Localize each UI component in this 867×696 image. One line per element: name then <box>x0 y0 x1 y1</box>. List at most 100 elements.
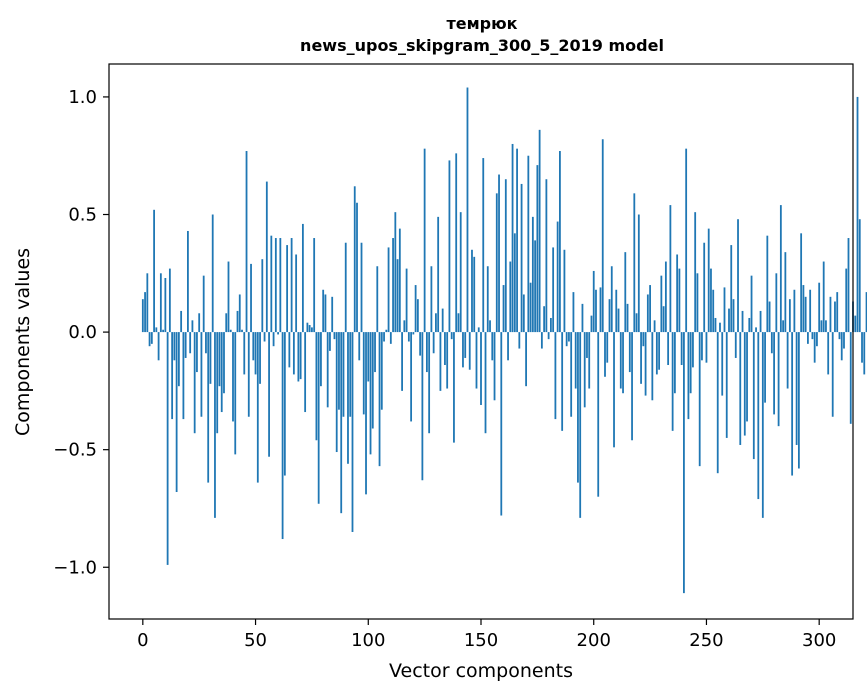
bar-134 <box>444 332 446 366</box>
bar-25 <box>198 313 201 333</box>
bar-109 <box>387 247 390 333</box>
bar-286 <box>786 332 789 389</box>
bar-40 <box>232 332 234 422</box>
bar-229 <box>658 332 661 370</box>
bar-232 <box>664 261 667 333</box>
bar-267 <box>743 332 746 436</box>
bar-285 <box>784 252 787 333</box>
bar-11 <box>166 332 169 565</box>
x-axis-ticks: 0 50 100 150 200 250 300 <box>137 619 836 651</box>
bar-13 <box>171 332 174 420</box>
bar-306 <box>831 332 834 417</box>
bar-125 <box>423 148 426 333</box>
bar-63 <box>283 332 286 476</box>
bar-7 <box>157 332 160 361</box>
bar-228 <box>655 332 658 375</box>
y-tick-label: 1.0 <box>68 87 97 108</box>
bar-9 <box>162 329 165 333</box>
bar-138 <box>453 332 455 443</box>
y-axis-label: Components values <box>12 248 34 436</box>
bar-221 <box>640 332 642 384</box>
bar-53 <box>261 259 264 333</box>
bar-175 <box>536 165 539 333</box>
bar-319 <box>861 332 863 363</box>
bar-187 <box>563 249 566 333</box>
bar-276 <box>764 332 766 403</box>
bar-59 <box>274 238 277 333</box>
bar-92 <box>349 332 352 417</box>
bar-103 <box>374 332 376 373</box>
bar-127 <box>428 332 431 434</box>
bar-52 <box>259 332 261 384</box>
bar-223 <box>644 332 647 396</box>
bar-258 <box>723 287 726 333</box>
bar-293 <box>802 285 805 333</box>
bar-108 <box>385 329 388 333</box>
chart-title-line2: news_upos_skipgram_300_5_2019 model <box>300 36 664 55</box>
bar-32 <box>214 332 216 518</box>
bar-207 <box>608 299 611 333</box>
bar-183 <box>554 332 557 420</box>
bar-72 <box>304 332 307 413</box>
bar-244 <box>692 332 694 368</box>
bar-88 <box>340 332 343 514</box>
bar-280 <box>773 332 775 415</box>
bar-214 <box>624 252 627 333</box>
bar-50 <box>254 332 257 375</box>
bar-191 <box>572 292 575 333</box>
bar-104 <box>376 266 379 333</box>
bar-220 <box>637 214 640 333</box>
bar-48 <box>250 263 252 333</box>
x-tick-label: 50 <box>244 630 267 651</box>
bar-96 <box>358 332 361 361</box>
bar-65 <box>288 332 291 368</box>
x-tick-label: 300 <box>802 630 836 651</box>
bar-124 <box>421 332 424 481</box>
bar-186 <box>561 332 564 431</box>
bar-94 <box>353 186 356 333</box>
bar-98 <box>362 332 365 415</box>
bar-291 <box>797 332 800 469</box>
bar-194 <box>579 332 582 518</box>
bar-90 <box>344 242 347 333</box>
bar-296 <box>809 289 812 333</box>
bar-154 <box>489 320 491 333</box>
bar-289 <box>793 289 796 333</box>
bar-174 <box>534 240 537 333</box>
bar-192 <box>574 332 577 389</box>
bar-277 <box>766 235 769 333</box>
bar-198 <box>588 332 591 389</box>
bar-120 <box>412 332 415 335</box>
bar-77 <box>315 332 318 441</box>
bar-233 <box>667 332 670 366</box>
bar-143 <box>464 332 467 358</box>
bar-303 <box>825 320 827 333</box>
bar-227 <box>653 320 656 333</box>
bar-58 <box>272 332 275 347</box>
bar-136 <box>448 160 451 333</box>
bar-95 <box>356 202 358 333</box>
bar-26 <box>200 332 203 417</box>
bar-85 <box>333 332 336 340</box>
bar-213 <box>622 332 624 394</box>
bar-73 <box>306 322 309 333</box>
bar-51 <box>256 332 259 483</box>
bar-106 <box>380 332 383 410</box>
bar-165 <box>513 233 516 333</box>
bar-215 <box>626 303 629 333</box>
bar-117 <box>405 268 408 333</box>
bar-78 <box>317 332 320 504</box>
bar-278 <box>768 301 771 333</box>
bar-251 <box>707 228 710 333</box>
bar-248 <box>701 332 703 361</box>
y-tick-label: 0.0 <box>68 322 97 343</box>
bar-56 <box>268 332 270 457</box>
bar-172 <box>529 282 532 333</box>
bar-57 <box>270 235 273 333</box>
bar-265 <box>739 332 742 445</box>
bar-119 <box>410 332 413 422</box>
bar-163 <box>509 261 512 333</box>
bar-39 <box>229 329 232 333</box>
bar-126 <box>425 332 428 373</box>
bar-208 <box>610 266 613 333</box>
